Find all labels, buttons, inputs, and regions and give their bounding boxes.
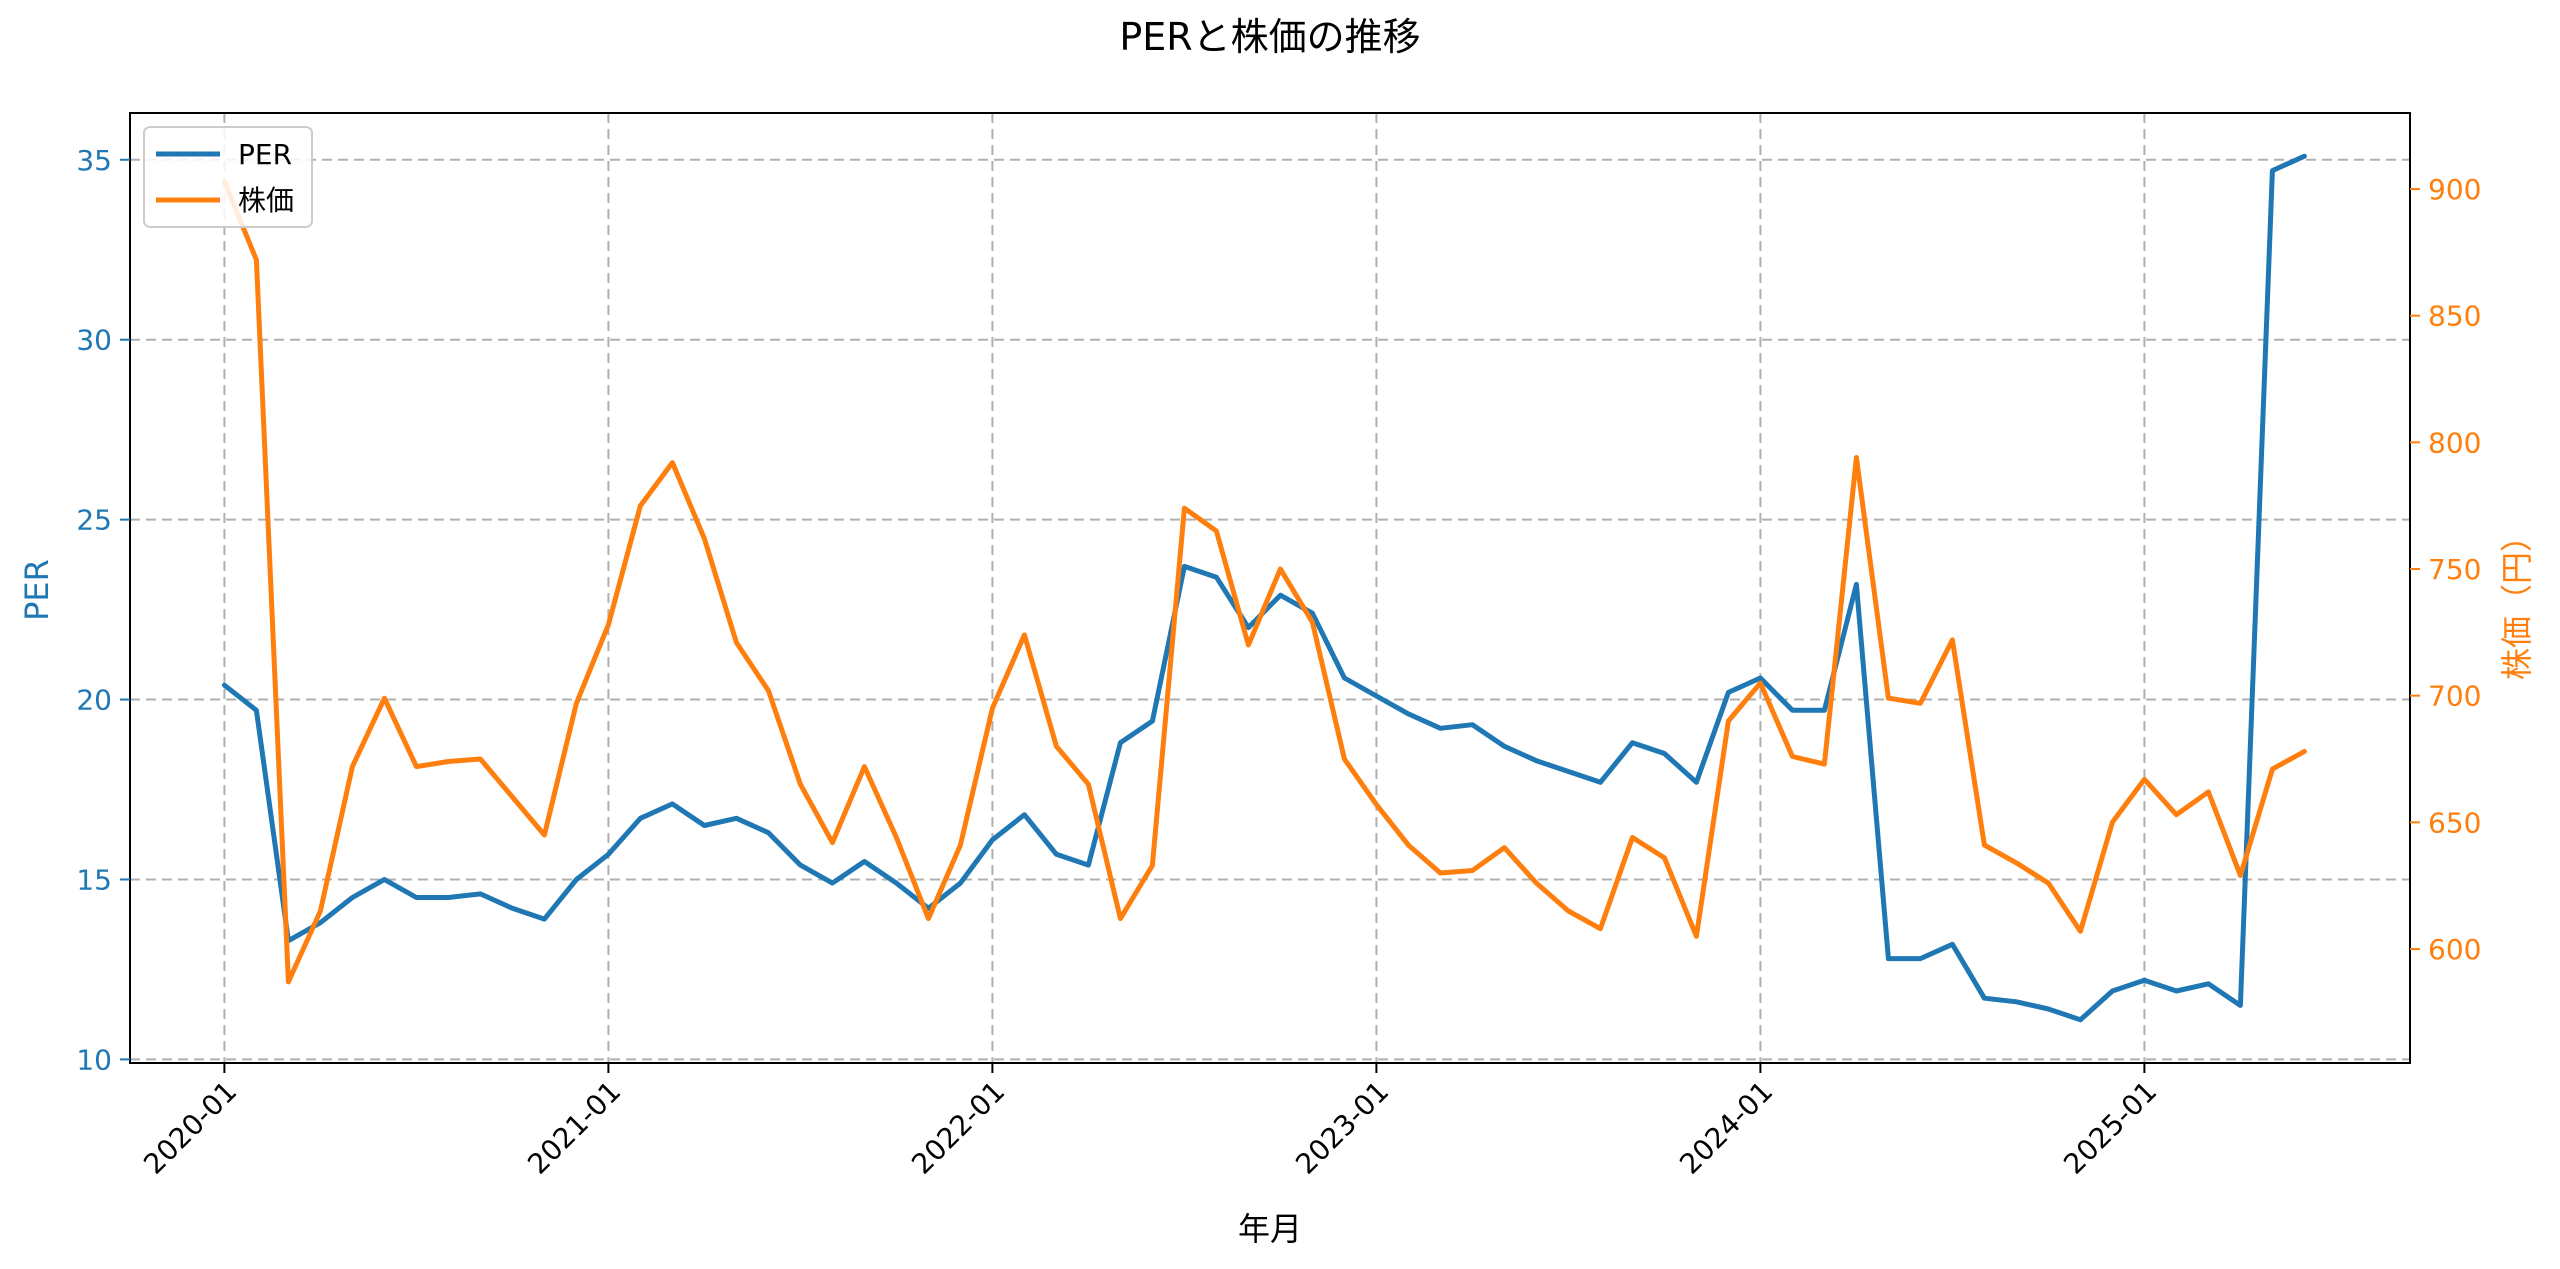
legend-label-per: PER bbox=[238, 138, 292, 171]
y-right-tick-label: 700 bbox=[2428, 680, 2481, 713]
series-line-price bbox=[221, 178, 2307, 985]
y-right-axis-label: 株価（円） bbox=[2498, 520, 2536, 680]
series-lines bbox=[221, 153, 2307, 1023]
x-axis-label: 年月 bbox=[1238, 1210, 1302, 1248]
y-right-tick-label: 600 bbox=[2428, 933, 2481, 966]
y-right-tick-label: 800 bbox=[2428, 426, 2481, 459]
y-left-tick-label: 10 bbox=[76, 1043, 112, 1076]
y-right-tick-label: 850 bbox=[2428, 300, 2481, 333]
y-right-tick-label: 650 bbox=[2428, 806, 2481, 839]
y-right-tick-label: 900 bbox=[2428, 173, 2481, 206]
legend-label-price: 株価 bbox=[238, 184, 294, 217]
y-left-tick-label: 20 bbox=[76, 684, 112, 717]
plot-frame bbox=[129, 112, 2411, 1064]
y-left-tick-label: 15 bbox=[76, 863, 112, 896]
y-left-tick-label: 30 bbox=[76, 324, 112, 357]
y-left-tick-label: 25 bbox=[76, 504, 112, 537]
y-right-tick-label: 750 bbox=[2428, 553, 2481, 586]
legend: PER 株価 bbox=[143, 126, 313, 228]
chart-title: PERと株価の推移 bbox=[1119, 15, 1420, 59]
y-left-axis-ticks: 10 15 20 25 30 35 bbox=[76, 144, 130, 1076]
grid-lines bbox=[130, 113, 2410, 1063]
y-left-tick-label: 35 bbox=[76, 144, 112, 177]
y-left-axis-label: PER bbox=[18, 559, 56, 621]
y-right-axis-ticks: 600 650 700 750 800 850 900 bbox=[2410, 173, 2481, 966]
